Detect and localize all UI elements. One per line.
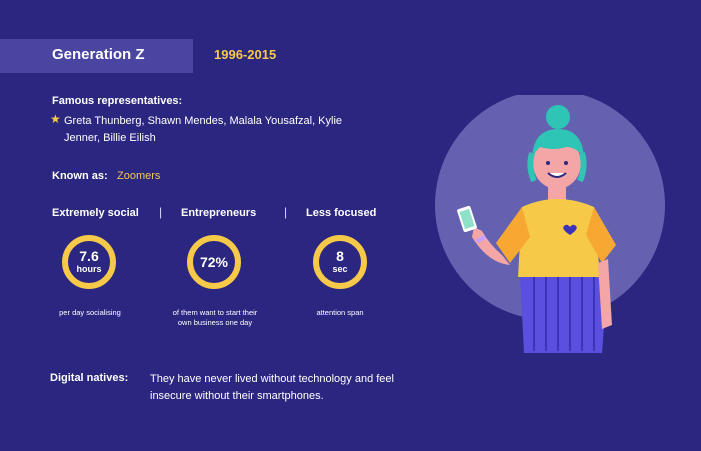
gen-z-girl-illustration [435, 95, 665, 353]
page-title: Generation Z [52, 46, 145, 63]
trait-extremely-social: Extremely social [52, 207, 139, 219]
year-range: 1996-2015 [214, 47, 277, 62]
star-icon: ★ [50, 112, 61, 126]
trait-entrepreneurs: Entrepreneurs [181, 207, 257, 219]
stat-caption-business: of them want to start their own business… [172, 308, 258, 327]
famous-representatives-names: Greta Thunberg, Shawn Mendes, Malala You… [64, 115, 343, 144]
trait-separator: | [159, 205, 163, 219]
stat-ring-business: 72% [187, 235, 241, 289]
title-band [0, 39, 193, 73]
stat-value: 72% [199, 253, 229, 270]
trait-separator: | [284, 205, 288, 219]
stat-ring-attention: 8 sec [313, 235, 367, 289]
known-as-value: Zoomers [117, 170, 161, 182]
trait-less-focused: Less focused [306, 207, 377, 219]
stat-caption-attention: attention span [316, 308, 364, 317]
known-as-label: Known as: [52, 170, 108, 182]
digital-natives-text: They have never lived without technology… [150, 373, 394, 402]
stat-unit: hours [76, 264, 102, 274]
stat-ring-socialising: 7.6 hours [62, 235, 116, 289]
stat-caption-socialising: per day socialising [59, 308, 121, 317]
stat-value: 7.6 [79, 248, 99, 264]
stat-value: 8 [336, 248, 344, 264]
digital-natives-label: Digital natives: [50, 372, 129, 384]
stat-unit: sec [332, 264, 348, 274]
famous-representatives-label: Famous representatives: [52, 95, 183, 107]
